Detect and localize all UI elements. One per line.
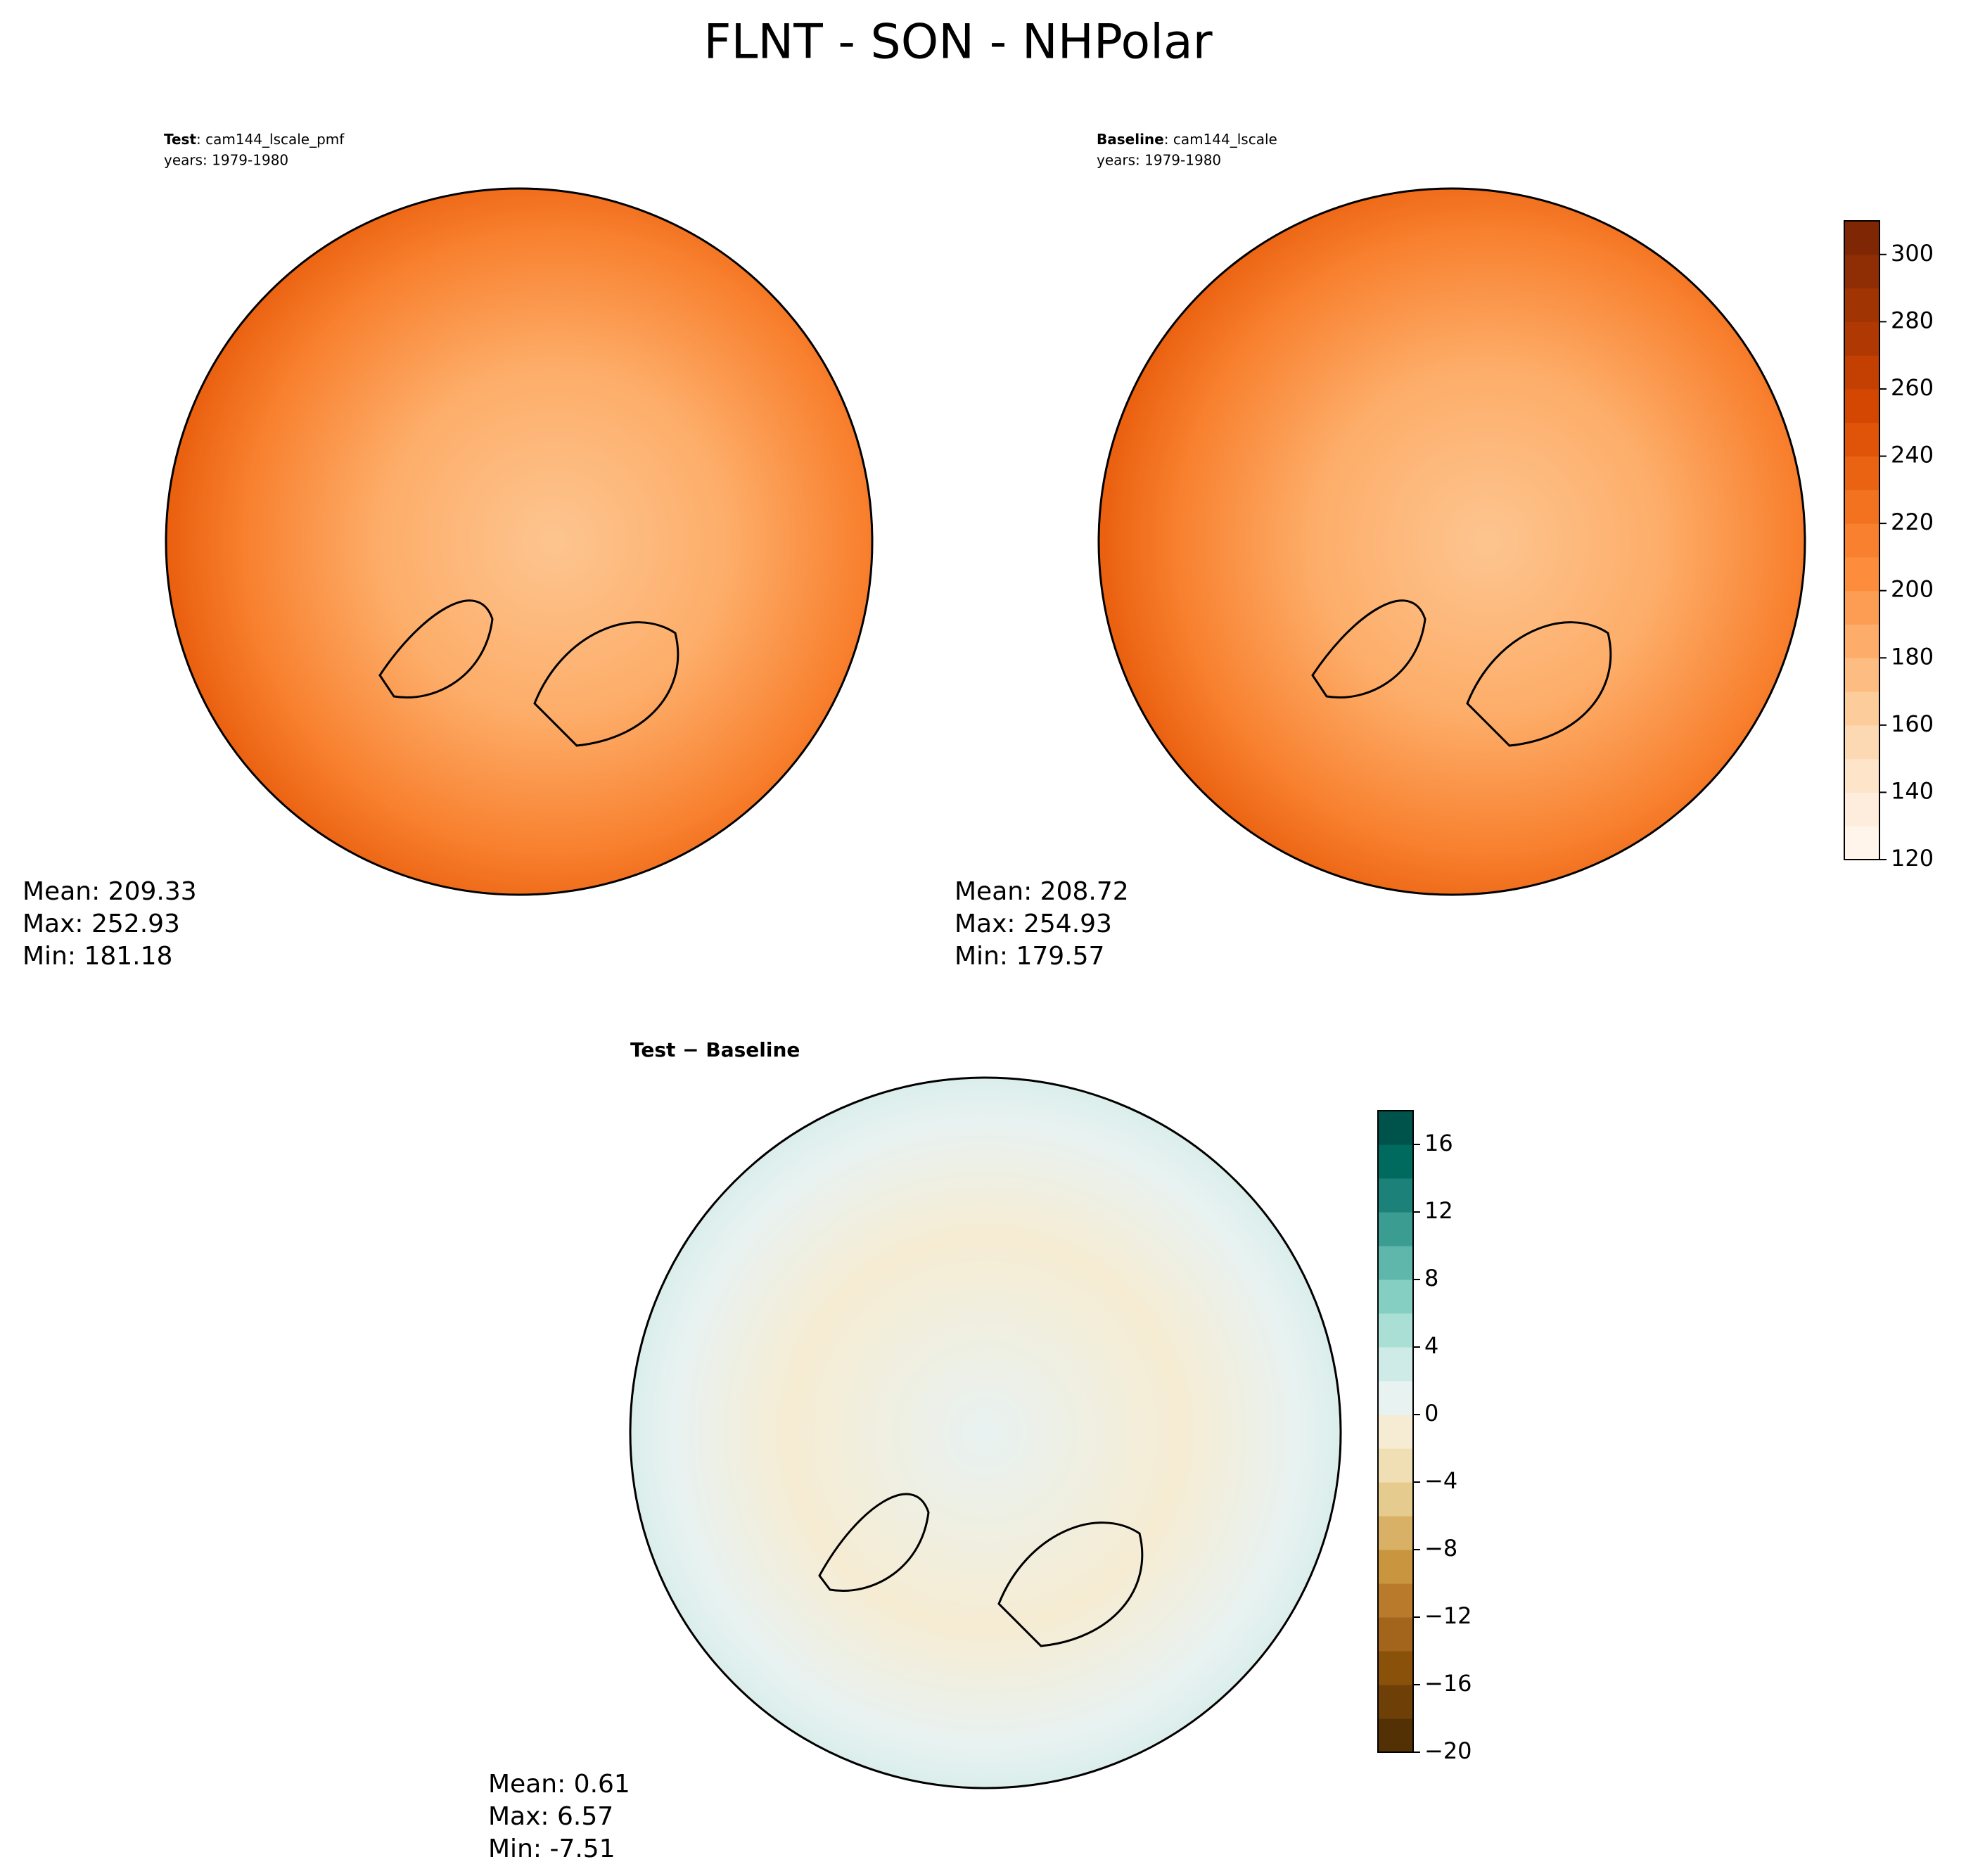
stat-line: Mean: 0.61 — [488, 1770, 630, 1799]
colorbar-tick-label: 300 — [1891, 240, 1934, 267]
colorbar-band — [1844, 556, 1879, 592]
colorbar-band — [1378, 1685, 1413, 1719]
panel-years: years: 1979-1980 — [1097, 152, 1221, 169]
colorbar-tick-label: 0 — [1424, 1400, 1438, 1427]
colorbar-band — [1844, 792, 1879, 827]
colorbar-band — [1378, 1415, 1413, 1449]
stat-line: Mean: 209.33 — [23, 877, 197, 906]
stat-line: Min: 179.57 — [955, 942, 1104, 971]
colorbar-band — [1844, 658, 1879, 692]
stat-line: Max: 254.93 — [955, 910, 1112, 938]
colorbar-band — [1844, 725, 1879, 760]
colorbar-band — [1378, 1583, 1413, 1618]
colorbar-band — [1378, 1718, 1413, 1753]
colorbar-band — [1378, 1280, 1413, 1314]
colorbar-band — [1844, 523, 1879, 558]
colorbar-tick-label: −16 — [1424, 1670, 1472, 1697]
stat-line: Min: 181.18 — [23, 942, 172, 971]
colorbar-tick-label: 12 — [1424, 1197, 1453, 1224]
colorbar-band — [1378, 1144, 1413, 1179]
colorbar-band — [1378, 1246, 1413, 1280]
colorbar-band — [1378, 1482, 1413, 1517]
colorbar-tick-label: 260 — [1891, 374, 1934, 401]
colorbar-tick-label: −12 — [1424, 1602, 1472, 1629]
panel-label: Test − Baseline — [630, 1038, 800, 1061]
colorbar-band — [1844, 826, 1879, 860]
colorbar-tick-label: 240 — [1891, 442, 1934, 468]
colorbar-frame — [1844, 220, 1880, 860]
figure-title: FLNT - SON - NHPolar — [703, 15, 1212, 70]
colorbar-tick-label: 140 — [1891, 777, 1934, 804]
colorbar-band — [1844, 221, 1879, 255]
colorbar-tick-label: 180 — [1891, 643, 1934, 670]
colorbar-band — [1844, 758, 1879, 793]
coastline — [818, 1493, 1144, 1647]
colorbar-band — [1378, 1617, 1413, 1652]
colorbar-frame — [1377, 1110, 1414, 1753]
colorbar-band — [1844, 321, 1879, 356]
colorbar-band — [1844, 590, 1879, 625]
colorbar-band — [1844, 288, 1879, 322]
colorbar-band — [1378, 1313, 1413, 1348]
colorbar-band — [1844, 456, 1879, 490]
colorbar-band — [1378, 1212, 1413, 1246]
map-test — [165, 187, 874, 896]
colorbar-tick-label: 8 — [1424, 1265, 1438, 1291]
colorbar-band — [1378, 1347, 1413, 1382]
colorbar-band — [1844, 624, 1879, 658]
map-disc — [1097, 187, 1806, 896]
colorbar-tick-label: −4 — [1424, 1467, 1457, 1494]
colorbar-band — [1378, 1111, 1413, 1145]
colorbar-tick-label: −8 — [1424, 1535, 1457, 1562]
colorbar-tick-label: 280 — [1891, 307, 1934, 333]
coastline — [378, 599, 679, 747]
colorbar-tick-label: 4 — [1424, 1332, 1438, 1359]
stat-line: Mean: 208.72 — [955, 877, 1129, 906]
colorbar-band — [1378, 1381, 1413, 1415]
colorbar-band — [1378, 1448, 1413, 1483]
colorbar-tick-label: 160 — [1891, 710, 1934, 737]
colorbar-tick-label: 220 — [1891, 509, 1934, 535]
colorbar-band — [1844, 254, 1879, 289]
colorbar-band — [1844, 355, 1879, 390]
colorbar-band — [1378, 1516, 1413, 1550]
colorbar-band — [1844, 422, 1879, 457]
colorbar-band — [1844, 490, 1879, 524]
map-disc — [629, 1076, 1342, 1789]
colorbar-tick-label: −20 — [1424, 1737, 1472, 1764]
stat-line: Min: -7.51 — [488, 1834, 615, 1863]
colorbar-tick-label: 200 — [1891, 576, 1934, 603]
coastline — [1311, 599, 1612, 747]
panel-label: Baseline: cam144_lscale — [1097, 131, 1277, 148]
map-diff — [629, 1076, 1342, 1789]
label-rest: : cam144_lscale — [1164, 131, 1277, 148]
colorbar-tick-label: 16 — [1424, 1130, 1453, 1156]
label-rest: : cam144_lscale_pmf — [196, 131, 345, 148]
colorbar-band — [1378, 1550, 1413, 1584]
label-bold: Test — [164, 131, 196, 148]
colorbar-band — [1844, 388, 1879, 423]
colorbar-band — [1844, 691, 1879, 726]
label-bold: Baseline — [1097, 131, 1164, 148]
colorbar-band — [1378, 1651, 1413, 1685]
panel-years: years: 1979-1980 — [164, 152, 288, 169]
stat-line: Max: 252.93 — [23, 910, 180, 938]
map-disc — [165, 187, 874, 896]
stat-line: Max: 6.57 — [488, 1802, 613, 1831]
map-baseline — [1097, 187, 1806, 896]
panel-label: Test: cam144_lscale_pmf — [164, 131, 345, 148]
colorbar-tick-label: 120 — [1891, 845, 1934, 872]
colorbar-band — [1378, 1178, 1413, 1213]
